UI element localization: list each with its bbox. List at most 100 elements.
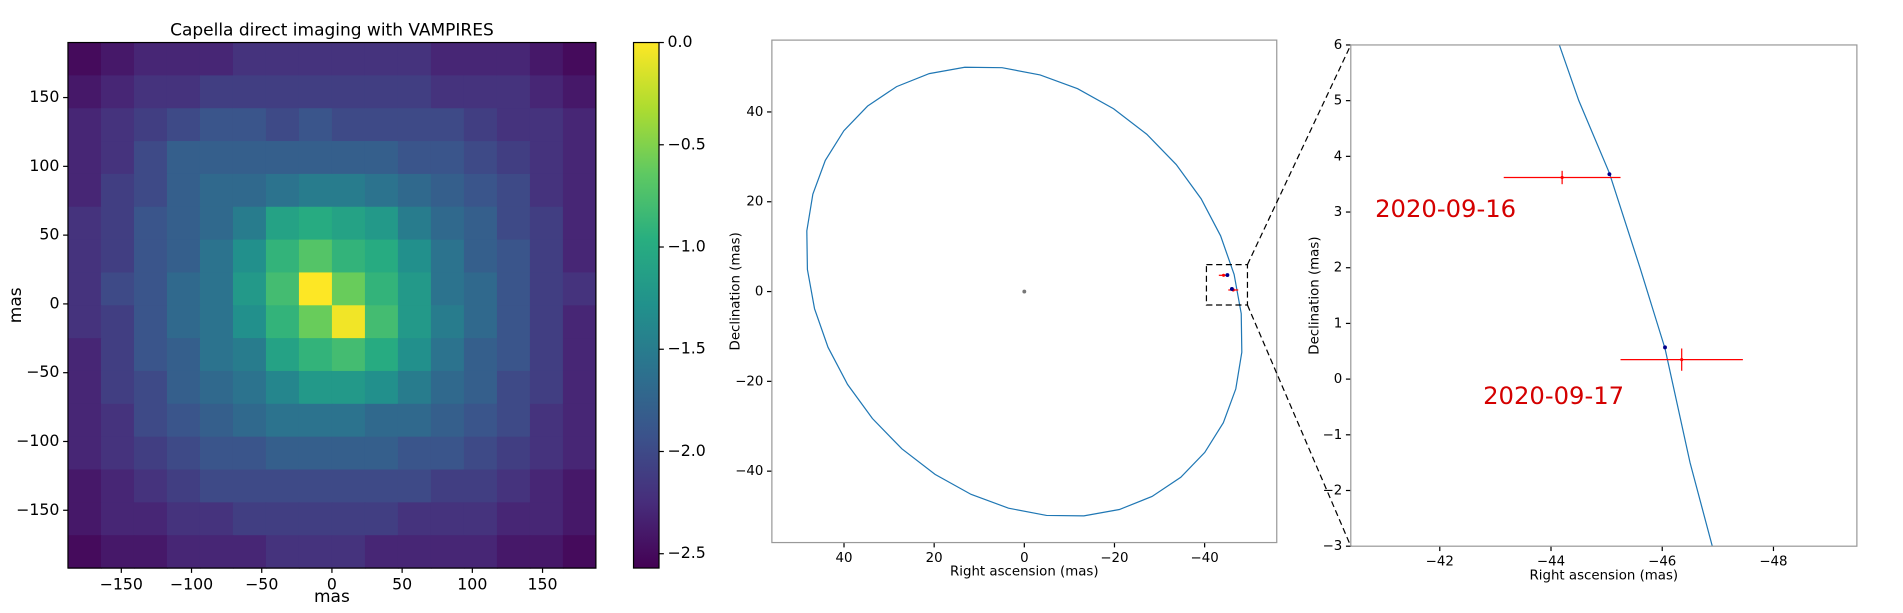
point (1663, 345, 1667, 350)
heatmap-cell (133, 108, 168, 142)
heatmap-cell (298, 469, 333, 503)
y-tick-label: 6 (1334, 38, 1343, 53)
y-tick-label: −100 (16, 431, 59, 450)
heatmap-cell (529, 206, 564, 241)
heatmap-cell (529, 338, 564, 372)
heatmap-cell (463, 272, 498, 306)
heatmap-cell (496, 305, 531, 339)
heatmap-cell (496, 42, 531, 76)
heatmap-cell (166, 370, 201, 405)
x-axis-label: Right ascension (mas) (950, 565, 1099, 580)
heatmap-cell (265, 173, 300, 208)
heatmap-cell (67, 272, 102, 306)
heatmap-cell (331, 173, 366, 208)
heatmap-cell (430, 141, 465, 175)
heatmap-cell (100, 239, 135, 274)
heatmap-cell (529, 436, 564, 471)
heatmap-cell (496, 239, 531, 274)
heatmap-cell (562, 239, 597, 274)
heatmap-cell (166, 42, 201, 76)
colorbar-tick-label: −1.5 (668, 339, 706, 358)
heatmap-cell (232, 272, 267, 306)
heatmap-cell (397, 469, 432, 503)
heatmap-cell (100, 469, 135, 503)
heatmap-cell (562, 502, 597, 536)
heatmap-cell (562, 370, 597, 405)
heatmap-cell (232, 108, 267, 142)
heatmap-cell (397, 206, 432, 241)
heatmap-cell (364, 535, 399, 569)
heatmap-cell (496, 403, 531, 438)
heatmap-cell (67, 75, 102, 109)
heatmap-cell (430, 272, 465, 306)
measurement (1221, 273, 1226, 277)
heatmap-cell (67, 436, 102, 471)
heatmap-cell (166, 502, 201, 536)
heatmap-cell (430, 206, 465, 241)
heatmap-cell (100, 75, 135, 109)
heatmap-cell (529, 305, 564, 339)
point (1229, 287, 1234, 291)
heatmap-cell (496, 75, 531, 109)
heatmap-cell (562, 535, 597, 569)
heatmap-cell (133, 338, 168, 372)
heatmap-cell (265, 108, 300, 142)
heatmap-cell (331, 502, 366, 536)
heatmap-cell (463, 42, 498, 76)
heatmap-cell (331, 305, 366, 339)
heatmap-cell (67, 206, 102, 241)
heatmap-cell (430, 436, 465, 471)
heatmap-cell (100, 403, 135, 438)
heatmap-cell (430, 403, 465, 438)
heatmap-cell (397, 535, 432, 569)
heatmap-cell (562, 42, 597, 76)
heatmap-cell (529, 469, 564, 503)
heatmap-cell (133, 173, 168, 208)
heatmap-cell (199, 141, 234, 175)
heatmap-cell (166, 403, 201, 438)
heatmap-cell (331, 469, 366, 503)
heatmap-cell (298, 239, 333, 274)
heatmap-cell (463, 502, 498, 536)
heatmap-cell (133, 239, 168, 274)
heatmap-cell (232, 535, 267, 569)
heatmap-cell (232, 469, 267, 503)
heatmap-cell (397, 436, 432, 471)
heatmap-cell (463, 436, 498, 471)
heatmap-cell (265, 75, 300, 109)
heatmap-cell (430, 75, 465, 109)
heatmap-cell (496, 502, 531, 536)
heatmap-cell (199, 75, 234, 109)
x-tick-label: 50 (392, 574, 412, 593)
chart-title: Capella direct imaging with VAMPIRES (170, 20, 494, 40)
heatmap-cell (529, 173, 564, 208)
orbit-line (806, 66, 1243, 517)
heatmap-cell (133, 42, 168, 76)
zoom-connector (1246, 304, 1352, 547)
heatmap-cell (364, 75, 399, 109)
heatmap-cell (199, 305, 234, 339)
annotation: 2020-09-17 (1483, 381, 1624, 410)
heatmap-cell (100, 141, 135, 175)
heatmap-cell (562, 272, 597, 306)
heatmap-cell (496, 141, 531, 175)
heatmap-cell (166, 469, 201, 503)
heatmap-cell (232, 75, 267, 109)
heatmap-cell (463, 535, 498, 569)
heatmap-cell (397, 108, 432, 142)
y-axis-label: Declination (mas) (1307, 236, 1322, 354)
heatmap-cell (199, 469, 234, 503)
heatmap-cell (298, 141, 333, 175)
heatmap-cell (100, 108, 135, 142)
heatmap-cell (67, 403, 102, 438)
heatmap-cell (67, 173, 102, 208)
heatmap-cell (265, 535, 300, 569)
heatmap-cell (430, 108, 465, 142)
y-tick-label: 2 (1334, 261, 1343, 276)
heatmap-cell (496, 535, 531, 569)
heatmap-cell (364, 206, 399, 241)
heatmap-cell (232, 239, 267, 274)
heatmap-cell (397, 141, 432, 175)
axes-frame (1350, 44, 1858, 547)
